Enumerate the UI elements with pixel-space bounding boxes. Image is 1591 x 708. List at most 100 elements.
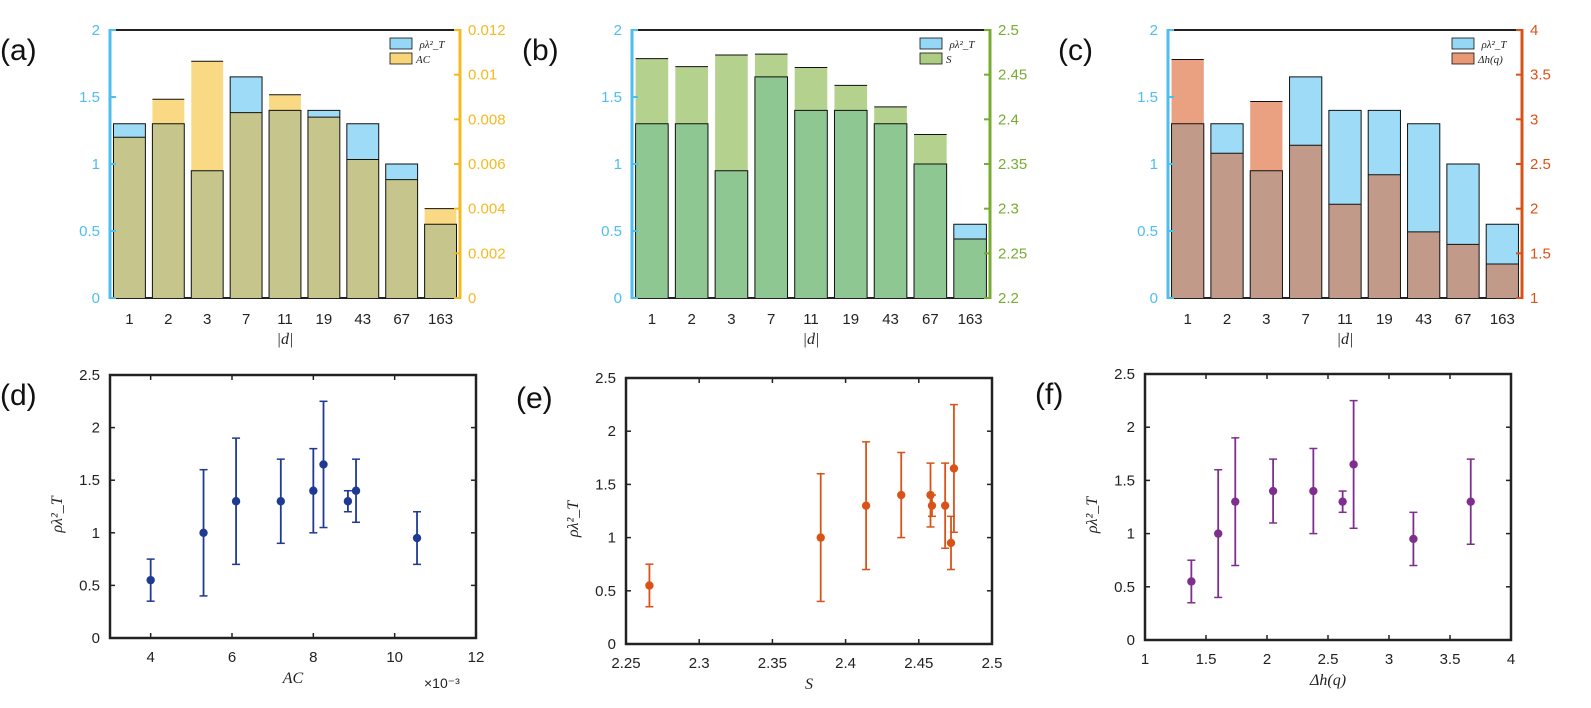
x-axis-label: S: [805, 676, 813, 693]
bar-excess-7: [754, 54, 788, 77]
bar-rho-outline-163: [1485, 223, 1519, 298]
bar-rho-outline-19: [833, 109, 868, 298]
legend-label-s: S: [946, 54, 952, 66]
legend-label-rho: ρλ²_T: [1481, 39, 1508, 51]
right-tick-label: 0.008: [468, 111, 506, 128]
bar-rho-outline-67: [913, 163, 948, 298]
bar-overlap-7: [754, 76, 788, 299]
x-tick-label: 2.45: [904, 655, 933, 672]
bar-overlap-1: [1171, 123, 1204, 298]
x-tick-label: 67: [1455, 311, 1472, 328]
legend-swatch-ac: [389, 52, 413, 65]
x-tick-label: 1: [1141, 651, 1149, 668]
plot-frame: [108, 373, 478, 640]
bar-excess-2: [1210, 123, 1244, 154]
bar-overlap-43: [1407, 231, 1440, 298]
legend-label-rho: ρλ²_T: [949, 39, 976, 51]
legend-label-rho: ρλ²_T: [419, 39, 446, 51]
x-tick-label: 7: [1301, 311, 1309, 328]
data-point: [949, 464, 959, 473]
bar-rho-outline-2: [674, 123, 709, 298]
right-tick-label: 0.006: [468, 156, 506, 173]
left-tick-label: 2: [1150, 22, 1158, 39]
left-tick-label: 0: [614, 290, 622, 307]
bar-rho-outline-3: [1249, 170, 1283, 298]
bar-overlap-1: [113, 137, 146, 298]
left-tick-label: 1: [614, 156, 622, 173]
left-tick-label: 2: [92, 22, 100, 39]
x-tick-label: 1: [125, 311, 133, 328]
bar-rho-outline-43: [873, 123, 908, 298]
bar-overlap-67: [1446, 244, 1480, 298]
data-point: [645, 581, 654, 590]
bar-rho-outline-11: [268, 109, 302, 298]
left-tick-label: 1.5: [1137, 89, 1158, 106]
right-tick-label: 2: [1530, 201, 1538, 218]
y-tick-label: 1.5: [595, 476, 616, 493]
x-tick-label: 11: [277, 311, 293, 328]
plot-frame: [624, 376, 994, 646]
data-point: [1268, 486, 1278, 496]
data-point: [940, 501, 950, 510]
y-tick-label: 1: [1127, 526, 1135, 543]
y-tick-label: 2: [92, 420, 100, 437]
x-tick-label: 10: [386, 649, 403, 666]
y-tick-label: 0: [1127, 632, 1135, 649]
data-point: [861, 501, 871, 510]
bar-overlap-2: [1210, 153, 1244, 298]
x-tick-label: 163: [1490, 311, 1515, 328]
x-tick-label: 6: [228, 649, 236, 666]
x-axis-label: Δh(q): [1309, 672, 1346, 689]
bar-overlap-19: [307, 117, 340, 298]
bar-rho-outline-19: [1367, 109, 1401, 298]
bar-excess-163: [1486, 224, 1519, 265]
bar-rho-outline-43: [1407, 123, 1441, 298]
right-tick-label: 2.5: [998, 22, 1019, 39]
data-point: [927, 501, 937, 510]
data-point: [343, 497, 353, 506]
y-tick-label: 0: [92, 630, 100, 647]
left-tick-label: 1: [1150, 156, 1158, 173]
bar-excess-163: [424, 208, 457, 225]
x-axis-label: |d|: [277, 331, 294, 348]
bar-rho-outline-2: [1210, 123, 1244, 298]
data-point: [1309, 486, 1318, 496]
bar-excess-67: [385, 164, 418, 180]
x-tick-label: 163: [958, 311, 983, 328]
bar-excess-11: [1328, 110, 1362, 205]
right-tick-label: 0: [468, 290, 476, 307]
right-tick-label: 2.25: [998, 245, 1027, 262]
x-tick-label: 2.5: [982, 655, 1003, 672]
bar-overlap-11: [794, 110, 828, 299]
data-point: [199, 528, 208, 537]
bar-excess-3: [191, 61, 224, 171]
x-tick-label: 3: [1262, 311, 1270, 328]
x-tick-label: 19: [316, 311, 333, 328]
panel-letter: (b): [522, 34, 559, 67]
bar-overlap-19: [1368, 174, 1401, 298]
x-tick-label: 67: [922, 311, 939, 328]
bar-rho-outline-2: [151, 123, 185, 298]
right-tick-label: 0.004: [468, 201, 506, 218]
bar-overlap-7: [230, 112, 263, 298]
data-point: [351, 486, 361, 495]
bar-rho-outline-3: [190, 170, 224, 298]
bar-overlap-163: [953, 239, 987, 298]
plot-frame: [1143, 372, 1513, 642]
bar-overlap-1: [635, 123, 669, 298]
left-tick-label: 2: [614, 22, 622, 39]
y-tick-label: 2: [1127, 419, 1135, 436]
bar-rho-outline-3: [714, 170, 749, 298]
right-tick-label: 3: [1530, 111, 1538, 128]
y-tick-label: 1: [608, 530, 616, 547]
x-tick-label: 43: [1415, 311, 1432, 328]
right-tick-label: 2.3: [998, 201, 1019, 218]
y-axis-label: ρλ²_T: [565, 500, 582, 538]
bar-excess-2: [675, 66, 708, 124]
left-tick-label: 0: [1150, 290, 1158, 307]
right-tick-label: 1.5: [1530, 245, 1551, 262]
x-tick-label: 2: [1223, 311, 1231, 328]
bar-excess-3: [1250, 101, 1283, 171]
x-tick-label: 43: [354, 311, 371, 328]
